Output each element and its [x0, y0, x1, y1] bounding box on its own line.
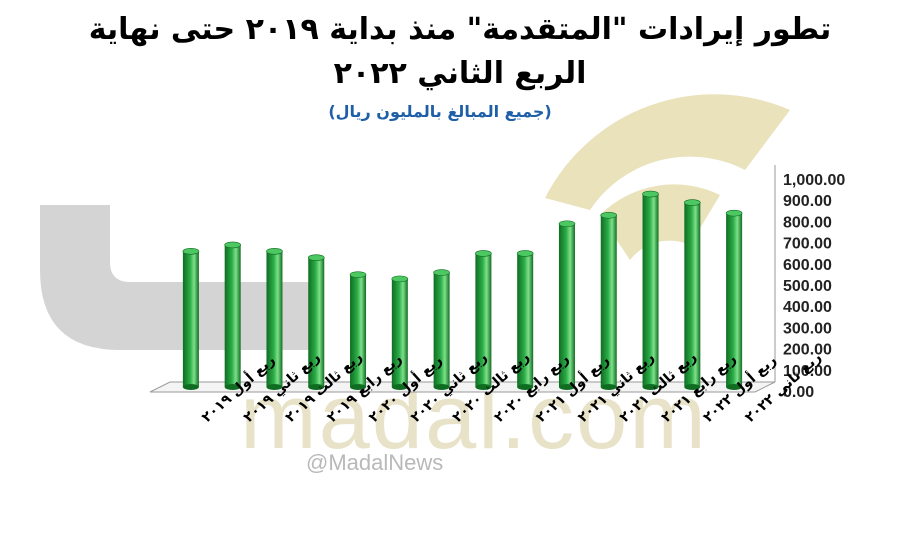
bar-top-cap	[433, 269, 450, 276]
y-axis: 0.00 100.00 200.00 300.00 400.00 500.00 600.00…	[774, 165, 845, 401]
bar	[349, 271, 367, 390]
bar	[307, 254, 325, 390]
bar-base-cap	[391, 384, 408, 390]
bar-top-cap	[307, 254, 325, 261]
chart-subtitle: (جميع المبالغ بالمليون ريال)	[328, 102, 552, 121]
bar-body	[726, 213, 743, 387]
y-tick-label: 100.00	[783, 363, 832, 380]
chart-title-line-1: تطور إيرادات "المتقدمة" منذ بداية ٢٠١٩ ح…	[88, 12, 832, 47]
bars-group	[182, 190, 743, 390]
y-tick-label: 600.00	[783, 257, 832, 274]
bar	[224, 241, 241, 390]
bar	[391, 275, 409, 390]
bar-body	[517, 253, 534, 387]
bar-top-cap	[224, 241, 241, 249]
bar-top-cap	[558, 220, 576, 228]
bar-body	[308, 257, 325, 387]
watermark-gray-shape	[40, 205, 320, 350]
bar-body	[350, 274, 367, 387]
bar-base-cap	[182, 384, 199, 390]
bar-body	[391, 278, 408, 387]
bar-base-cap	[266, 384, 283, 390]
bar-top-cap	[349, 271, 367, 278]
bar-base-cap	[433, 384, 450, 390]
bar-body	[600, 215, 617, 387]
watermark-gold-arc-outer	[545, 94, 790, 210]
bar-top-cap	[600, 211, 618, 219]
y-tick-label: 400.00	[783, 299, 832, 316]
bar	[266, 248, 283, 390]
y-tick-label: 900.00	[783, 193, 832, 210]
bar	[558, 220, 576, 390]
bar-body	[642, 194, 659, 387]
bar-top-cap	[516, 250, 534, 257]
y-tick-label: 300.00	[783, 320, 832, 337]
bar	[433, 269, 450, 390]
bar-base-cap	[475, 384, 492, 390]
bar-body	[558, 223, 575, 387]
y-tick-label: 700.00	[783, 236, 832, 253]
bar-base-cap	[684, 384, 701, 390]
bar	[600, 211, 618, 390]
bar-body	[266, 251, 283, 387]
y-tick-label: 800.00	[783, 214, 832, 231]
bar	[725, 209, 743, 390]
y-tick-label: 500.00	[783, 278, 832, 295]
bar-body	[182, 251, 199, 387]
bar-base-cap	[350, 384, 367, 390]
bar	[516, 250, 534, 390]
watermark-handle-text: @MadalNews	[306, 450, 444, 475]
y-tick-label: 200.00	[783, 342, 832, 359]
bar-base-cap	[642, 384, 659, 390]
y-tick-label: 1,000.00	[783, 172, 845, 189]
bar-top-cap	[725, 209, 743, 217]
bar-base-cap	[308, 384, 325, 390]
bar-body	[684, 202, 701, 387]
bar-top-cap	[475, 250, 492, 257]
bar-body	[224, 244, 241, 387]
bar-top-cap	[391, 275, 409, 283]
bar	[475, 250, 492, 390]
bar-top-cap	[684, 199, 701, 206]
bar-base-cap	[726, 384, 743, 390]
bar-base-cap	[600, 384, 617, 390]
bar-base-cap	[558, 384, 575, 390]
bar	[182, 248, 200, 390]
bar-body	[475, 253, 492, 387]
bar-base-cap	[224, 384, 241, 390]
bar-top-cap	[266, 248, 283, 255]
bar	[684, 199, 701, 390]
y-tick-label: 0.00	[783, 384, 814, 401]
bar-top-cap	[642, 190, 659, 198]
bar-body	[433, 272, 450, 387]
bar	[642, 190, 659, 390]
bar-base-cap	[517, 384, 534, 390]
chart-title-line-2: الربع الثاني ٢٠٢٢	[333, 56, 587, 91]
bar-top-cap	[182, 248, 200, 255]
